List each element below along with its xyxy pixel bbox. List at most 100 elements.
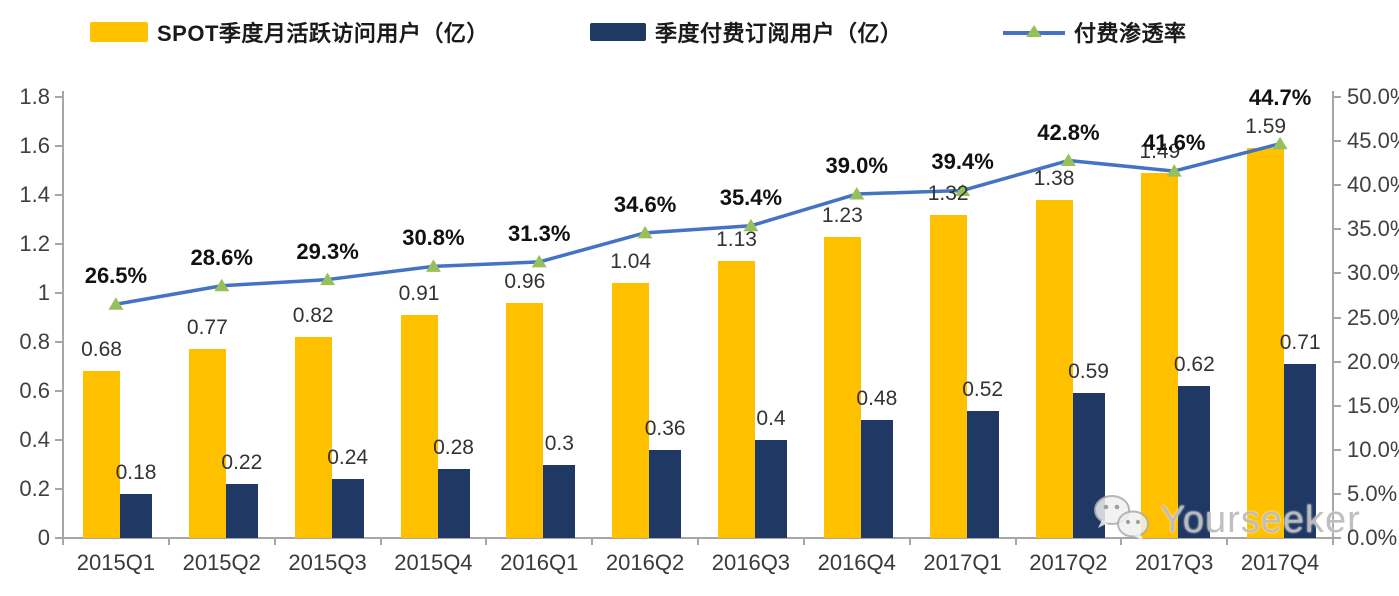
bar-paid (543, 464, 576, 538)
y-axis-left-tick (55, 439, 63, 441)
bar-label-paid: 0.4 (756, 407, 786, 430)
bar-mau (400, 315, 438, 538)
bar-label-paid: 0.71 (1279, 331, 1321, 355)
x-axis-label: 2015Q4 (394, 550, 473, 575)
bar-label-paid: 0.59 (1068, 360, 1109, 384)
x-axis-tick (273, 538, 276, 545)
bar-label-paid: 0.62 (1173, 353, 1215, 377)
y-axis-right-tick (1333, 537, 1341, 539)
line-point-label: 30.8% (402, 225, 465, 251)
x-axis-label: 2016Q4 (817, 550, 896, 575)
line-point-label: 44.7% (1248, 84, 1312, 110)
y-axis-left-label: 1.4 (19, 182, 50, 207)
bar-label-mau: 0.82 (292, 304, 334, 328)
y-axis-left-tick (55, 390, 63, 392)
y-axis-right-tick (1333, 96, 1341, 98)
legend-swatch-paid (590, 23, 646, 41)
bar-label-mau: 1.32 (927, 181, 969, 205)
y-axis-right-label: 0.0% (1347, 525, 1398, 550)
x-axis-label: 2016Q2 (605, 550, 685, 575)
legend-swatch-mau (90, 22, 148, 42)
x-axis-label: 2016Q1 (500, 550, 579, 575)
legend-label-penetration: 付费渗透率 (1074, 21, 1187, 46)
legend-item-penetration: 付费渗透率 (1003, 16, 1187, 48)
bar-mau (83, 371, 120, 538)
line-marker-triangle (1060, 153, 1076, 167)
y-axis-left-tick (55, 243, 63, 245)
bar-label-paid: 0.3 (544, 431, 574, 455)
y-axis-right-tick (1333, 140, 1341, 143)
x-axis-label: 2017Q1 (923, 550, 1002, 575)
bar-paid (120, 493, 152, 538)
line-point-label: 28.6% (190, 244, 253, 270)
y-axis-right-label: 50.0% (1347, 84, 1399, 109)
line-point-label: 42.8% (1037, 119, 1100, 145)
y-axis-right-tick (1333, 448, 1341, 451)
line-point-label: 26.5% (84, 263, 148, 289)
x-axis-label: 2017Q4 (1240, 550, 1320, 575)
bar-mau (1141, 172, 1179, 538)
y-axis-left-label: 0.2 (19, 476, 50, 501)
x-axis-label: 2015Q2 (182, 550, 261, 575)
legend-line-marker-icon (1003, 22, 1065, 42)
y-axis-left-label: 1.8 (19, 84, 50, 109)
penetration-polyline (115, 142, 1281, 306)
bar-label-mau: 0.68 (81, 338, 122, 362)
x-axis-tick (1332, 538, 1334, 545)
y-axis-right-label: 10.0% (1347, 436, 1399, 462)
line-point-label: 39.0% (825, 153, 888, 179)
line-marker-triangle (425, 259, 441, 272)
legend-label-paid: 季度付费订阅用户（亿） (655, 21, 903, 46)
bar-label-paid: 0.48 (856, 387, 898, 411)
y-axis-left-label: 0 (37, 525, 50, 550)
bar-label-paid: 0.18 (115, 460, 157, 484)
bar-paid (437, 469, 470, 538)
x-axis-label: 2017Q3 (1135, 550, 1214, 575)
x-axis-label: 2015Q1 (76, 550, 156, 575)
line-point-label: 39.4% (931, 149, 994, 175)
y-axis-right-tick (1333, 184, 1341, 187)
x-axis-label: 2015Q3 (288, 550, 367, 575)
y-axis-right-tick (1333, 492, 1341, 495)
bar-paid (755, 440, 787, 538)
line-marker-triangle (637, 225, 653, 239)
x-axis-tick (62, 538, 64, 545)
line-marker-triangle (320, 272, 336, 286)
line-marker-triangle (108, 297, 124, 310)
y-axis-right-label: 25.0% (1347, 304, 1399, 330)
bar-label-mau: 0.91 (398, 282, 440, 306)
line-point-label: 41.6% (1143, 130, 1206, 156)
bar-label-paid: 0.36 (644, 416, 686, 440)
bar-label-mau: 1.59 (1245, 115, 1287, 139)
x-axis-tick (908, 538, 911, 545)
y-axis-right-tick (1333, 360, 1341, 363)
y-axis-left-tick (55, 96, 63, 98)
y-axis-left-label: 1 (37, 280, 50, 305)
bar-mau (718, 261, 755, 538)
y-axis-right-label: 15.0% (1347, 392, 1399, 418)
bar-mau (188, 349, 226, 538)
x-axis-tick (802, 538, 805, 545)
y-axis-left-label: 0.4 (19, 427, 50, 452)
line-point-label: 35.4% (719, 184, 783, 210)
y-axis-left-tick (55, 194, 63, 196)
bar-label-paid: 0.52 (962, 377, 1004, 401)
line-point-label: 29.3% (296, 238, 359, 264)
bar-label-paid: 0.22 (221, 451, 263, 475)
y-axis-left-label: 1.2 (19, 231, 50, 256)
bar-mau (612, 283, 650, 538)
line-point-label: 31.3% (508, 220, 571, 246)
y-axis-right-label: 20.0% (1347, 348, 1399, 374)
y-axis-right-line (1332, 91, 1334, 540)
bar-label-mau: 1.04 (610, 250, 652, 274)
y-axis-right-tick (1333, 228, 1341, 231)
bar-paid (649, 449, 682, 538)
legend-label-mau: SPOT季度月活跃访问用户（亿） (157, 21, 489, 46)
bar-mau (929, 214, 967, 538)
x-axis-label: 2016Q3 (711, 550, 791, 575)
y-axis-left-tick (55, 537, 63, 539)
line-marker-triangle (531, 254, 547, 268)
line-point-label: 34.6% (613, 191, 677, 217)
line-marker-triangle (743, 218, 759, 232)
